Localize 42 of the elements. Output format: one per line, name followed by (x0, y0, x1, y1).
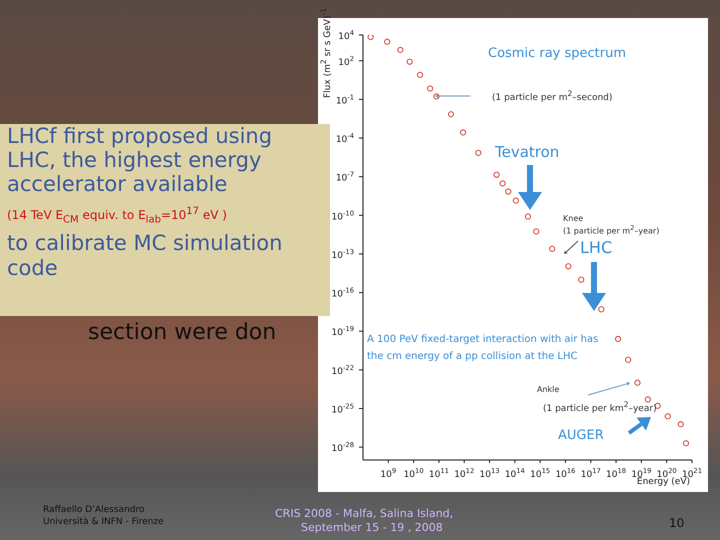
annotation: LHC (580, 238, 612, 257)
annotation: (1 particle per m$^{2}$–year) (563, 224, 660, 236)
x-tick-label: 10$^{9}$ (380, 467, 396, 480)
y-tick-label: 10$^{-19}$ (332, 325, 354, 338)
y-tick-label: 10$^{-16}$ (332, 286, 354, 300)
annotation: A 100 PeV fixed-target interaction with air has the cm energy of a pp collision at the LHC (367, 333, 600, 364)
text: CRIS 2008 - Malfa, Salina Island, (275, 507, 454, 520)
y-tick-label: 10$^{-25}$ (332, 402, 354, 416)
annotation: (1 particle per m$^{2}$–second) (492, 89, 612, 103)
x-tick-label: 10$^{12}$ (454, 467, 474, 480)
x-tick-label: 10$^{10}$ (404, 467, 424, 480)
text: (14 TeV E$_{CM}$ equiv. to E$_{lab}$=10$^{17}$ eV ) (7, 206, 227, 226)
y-tick-label: 10$^{-4}$ (336, 132, 354, 146)
text: Raffaello D’Alessandro (43, 505, 144, 515)
x-tick-label: 10$^{14}$ (504, 467, 525, 480)
x-tick-label: 10$^{16}$ (555, 467, 576, 480)
y-tick-label: 10$^{-1}$ (336, 93, 354, 106)
text: section were don (88, 320, 276, 345)
x-tick-label: 10$^{13}$ (480, 467, 500, 480)
annotation: Tevatron (495, 143, 560, 161)
y-tick-label: 10$^{-28}$ (332, 441, 354, 454)
x-tick-label: 10$^{15}$ (530, 467, 550, 480)
text: to calibrate MC simulation code (7, 231, 284, 281)
y-tick-label: 10$^{-13}$ (332, 248, 354, 261)
text: LHCf first proposed using LHC, the highest energy accelerator available (7, 124, 274, 196)
text: Università & INFN - Firenze (43, 517, 164, 527)
text: 10 (669, 516, 684, 530)
y-tick-label: 10$^{-7}$ (336, 170, 354, 184)
x-tick-label: 10$^{17}$ (580, 467, 601, 480)
annotation: Knee (563, 214, 584, 223)
y-tick-label: 10$^{2}$ (338, 54, 354, 68)
annotation: Cosmic ray spectrum (488, 46, 626, 61)
y-tick-label: 10$^{-22}$ (332, 364, 354, 377)
x-tick-label: 10$^{18}$ (606, 467, 626, 480)
y-tick-label: 10$^{4}$ (338, 29, 354, 42)
annotation: AUGER (558, 428, 604, 443)
annotation: (1 particle per km$^{2}$–year) (543, 400, 657, 414)
x-axis-title: Energy (eV) (636, 477, 690, 487)
annotation: Ankle (537, 385, 560, 394)
text: September 15 - 19 , 2008 (301, 521, 443, 534)
x-tick-label: 10$^{11}$ (428, 467, 449, 480)
y-tick-label: 10$^{-10}$ (332, 209, 354, 222)
